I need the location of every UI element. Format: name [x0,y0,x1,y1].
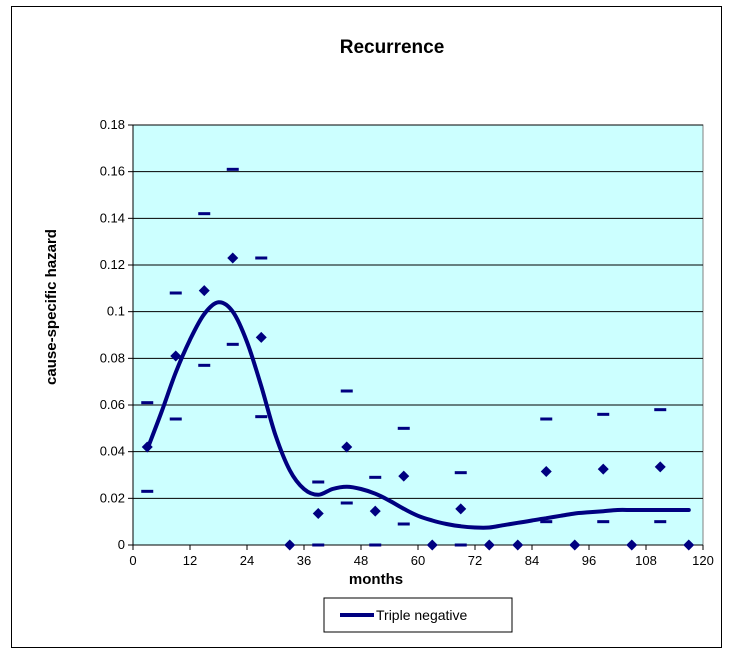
x-axis-label: months [349,571,403,588]
upper-limit-dash [312,480,325,484]
upper-limit-dash [369,475,382,479]
legend-label: Triple negative [376,607,468,623]
gridlines [133,124,703,499]
y-tick-label: 0.04 [100,444,125,459]
upper-limit-dash [255,256,268,260]
upper-limit-dash [141,401,154,405]
upper-limit-dash [654,408,667,412]
chart-frame: 0 0.02 0.04 0.06 0.08 0.1 0.12 0.14 0.16 0.18 0 12… [11,6,722,648]
data-point [284,539,296,551]
lower-limit-dash [141,489,154,493]
upper-limit-dash [340,389,353,393]
data-point [341,441,353,453]
y-tick-label: 0.1 [107,304,125,319]
y-tick-label: 0.16 [100,164,125,179]
lower-limit-dash [198,363,211,367]
x-tick-label: 24 [240,553,254,568]
data-point [398,470,410,482]
data-point [540,466,552,477]
lower-limit-dash [255,415,268,419]
data-point [227,252,239,264]
lower-limit-dash [597,520,610,524]
x-tick-label: 0 [129,553,136,568]
data-point [597,463,609,475]
upper-limit-dash [169,291,182,295]
data-point [312,508,324,519]
upper-limit-dash [226,167,239,171]
data-point [369,505,381,517]
data-point [654,461,666,473]
data-point [512,539,524,551]
x-tick-label: 72 [468,553,482,568]
data-marks [141,167,695,551]
x-tick-label: 48 [354,553,368,568]
series-line-triple-negative [145,300,691,530]
upper-limit-dash [540,417,553,421]
y-tick-label: 0.14 [100,210,125,225]
x-tick-label: 120 [692,553,714,568]
legend: Triple negative [323,597,513,633]
axes [128,124,704,550]
x-tick-label: 108 [635,553,657,568]
lower-limit-dash [312,543,325,547]
y-tick-label: 0.18 [100,117,125,132]
lower-limit-dash [369,543,382,547]
upper-limit-dash [397,426,410,430]
upper-limit-dash [454,471,467,475]
chart-svg: 0 0.02 0.04 0.06 0.08 0.1 0.12 0.14 0.16 0.18 0 12… [43,37,714,633]
data-point [626,539,638,551]
plot-area [132,124,704,546]
chart-title: Recurrence [340,37,445,58]
lower-limit-dash [226,342,239,346]
x-tick-labels: 0 12 24 36 48 60 72 84 96 108 120 [129,553,713,568]
data-point [170,350,182,362]
x-tick-label: 96 [582,553,596,568]
lower-limit-dash [397,522,410,526]
lower-limit-dash [540,520,553,524]
y-axis-label: cause-specific hazard [43,229,60,385]
data-point [198,285,210,297]
lower-limit-dash [169,417,182,421]
x-tick-label: 84 [525,553,539,568]
x-tick-label: 36 [297,553,311,568]
y-tick-label: 0 [118,537,125,552]
lower-limit-dash [454,543,467,547]
data-point [426,539,438,551]
y-tick-labels: 0 0.02 0.04 0.06 0.08 0.1 0.12 0.14 0.16 0.18 [100,117,125,552]
data-point [455,503,467,515]
x-tick-label: 12 [183,553,197,568]
upper-limit-dash [198,212,211,216]
x-tick-label: 60 [411,553,425,568]
data-point [683,539,695,551]
upper-limit-dash [597,412,610,416]
data-point [255,331,267,343]
y-tick-label: 0.08 [100,350,125,365]
y-tick-label: 0.02 [100,490,125,505]
data-point [569,539,581,551]
lower-limit-dash [654,520,667,524]
data-point [483,539,495,551]
y-tick-label: 0.06 [100,397,125,412]
lower-limit-dash [340,501,353,505]
data-point [141,441,153,453]
y-tick-label: 0.12 [100,257,125,272]
